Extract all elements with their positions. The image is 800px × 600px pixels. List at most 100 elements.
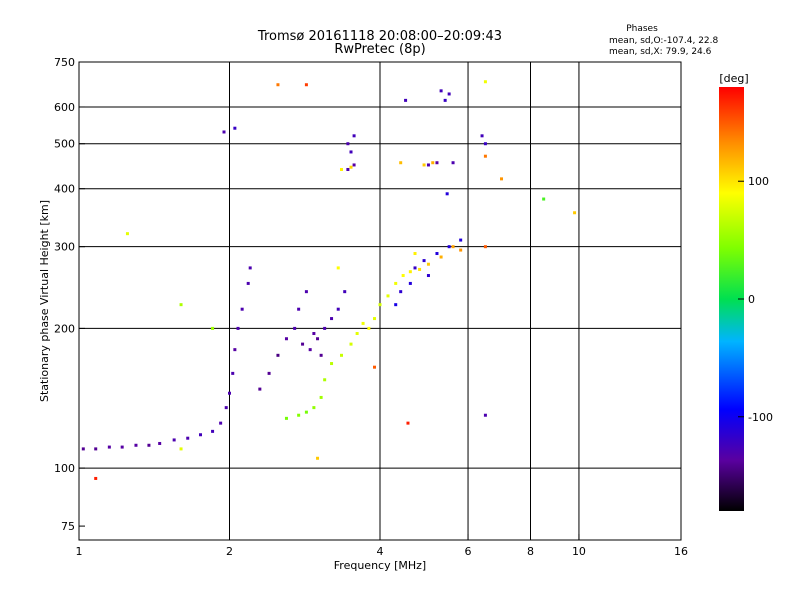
data-point — [447, 245, 451, 249]
data-point — [107, 445, 111, 449]
data-point — [443, 98, 447, 102]
y-tick-label: 200 — [54, 322, 75, 335]
y-tick-label: 75 — [61, 520, 75, 533]
data-point — [267, 371, 271, 375]
data-point — [451, 161, 455, 165]
data-point — [125, 232, 129, 236]
data-point — [418, 267, 422, 271]
data-point — [378, 303, 382, 307]
grid-lines — [79, 62, 681, 540]
chart-title: Tromsø 20161118 20:08:00–20:09:43 — [257, 29, 502, 44]
data-point — [219, 421, 223, 425]
data-point — [439, 89, 443, 93]
data-point — [179, 303, 183, 307]
data-point — [483, 80, 487, 84]
data-point — [304, 410, 308, 414]
data-point — [316, 337, 320, 341]
data-point — [483, 154, 487, 158]
data-point — [349, 165, 353, 169]
y-tick-label: 500 — [54, 138, 75, 151]
data-point — [426, 163, 430, 167]
data-point — [233, 126, 237, 130]
data-point — [120, 445, 124, 449]
x-tick-label: 4 — [377, 545, 384, 558]
data-point — [284, 337, 288, 341]
data-point — [222, 130, 226, 134]
data-point — [312, 332, 316, 336]
data-point — [435, 252, 439, 256]
data-point — [401, 274, 405, 278]
data-point — [573, 211, 577, 215]
legend-line-x: mean, sd,X: 79.9, 24.6 — [609, 47, 712, 57]
data-point — [413, 266, 417, 270]
data-point — [316, 456, 320, 460]
colorbar-tick-label: -100 — [748, 411, 773, 424]
colorbar-tick-label: 0 — [748, 293, 755, 306]
data-point — [211, 326, 215, 330]
colorbar-label: [deg] — [719, 72, 748, 85]
x-axis: 1 2 4 6 8 10 16 — [76, 534, 688, 558]
data-point — [248, 266, 252, 270]
data-point — [81, 447, 85, 451]
y-tick-label: 300 — [54, 241, 75, 254]
data-point — [134, 443, 138, 447]
data-point — [339, 167, 343, 171]
data-point — [297, 307, 301, 311]
data-point — [233, 348, 237, 352]
y-tick-label: 750 — [54, 56, 75, 69]
data-point — [426, 262, 430, 266]
data-point — [199, 433, 203, 437]
data-point — [346, 142, 350, 146]
data-point — [323, 378, 327, 382]
data-point — [94, 476, 98, 480]
legend-title: Phases — [626, 24, 658, 34]
data-point — [336, 266, 340, 270]
chart-subtitle: RwPretec (8p) — [334, 42, 425, 57]
data-point — [373, 365, 377, 369]
data-point — [349, 342, 353, 346]
data-point — [431, 161, 435, 165]
data-point — [343, 290, 347, 294]
data-point — [439, 255, 443, 259]
data-point — [435, 161, 439, 165]
data-point — [480, 134, 484, 138]
data-point — [426, 274, 430, 278]
data-point — [451, 245, 455, 249]
data-point — [319, 395, 323, 399]
data-point — [399, 290, 403, 294]
data-point — [308, 348, 312, 352]
data-point — [319, 353, 323, 357]
data-point — [224, 406, 228, 410]
data-point — [323, 326, 327, 330]
data-point — [336, 307, 340, 311]
data-point — [483, 413, 487, 417]
data-point — [413, 252, 417, 256]
data-point — [236, 326, 240, 330]
data-point — [284, 416, 288, 420]
data-point — [330, 317, 334, 321]
data-point — [459, 248, 463, 252]
y-tick-label: 400 — [54, 183, 75, 196]
colorbar-tick-label: 100 — [748, 175, 769, 188]
data-point — [246, 281, 250, 285]
data-point — [186, 436, 190, 440]
data-point — [276, 353, 280, 357]
data-point — [367, 326, 371, 330]
data-point — [483, 245, 487, 249]
x-tick-label: 16 — [674, 545, 688, 558]
data-point — [447, 92, 451, 96]
data-point — [179, 447, 183, 451]
y-axis: 75 100 200 300 400 500 600 750 — [54, 56, 85, 533]
data-point — [330, 362, 334, 366]
y-axis-label: Stationary phase Virtual Height [km] — [38, 200, 51, 402]
data-point — [422, 163, 426, 167]
data-point — [228, 391, 231, 395]
data-point — [276, 83, 280, 87]
data-point — [293, 326, 297, 330]
data-point — [312, 406, 316, 410]
x-tick-label: 8 — [527, 545, 534, 558]
data-point — [422, 259, 426, 263]
x-tick-label: 2 — [226, 545, 233, 558]
colorbar-ticks: 100 0 -100 — [738, 175, 773, 424]
data-point — [147, 443, 151, 447]
